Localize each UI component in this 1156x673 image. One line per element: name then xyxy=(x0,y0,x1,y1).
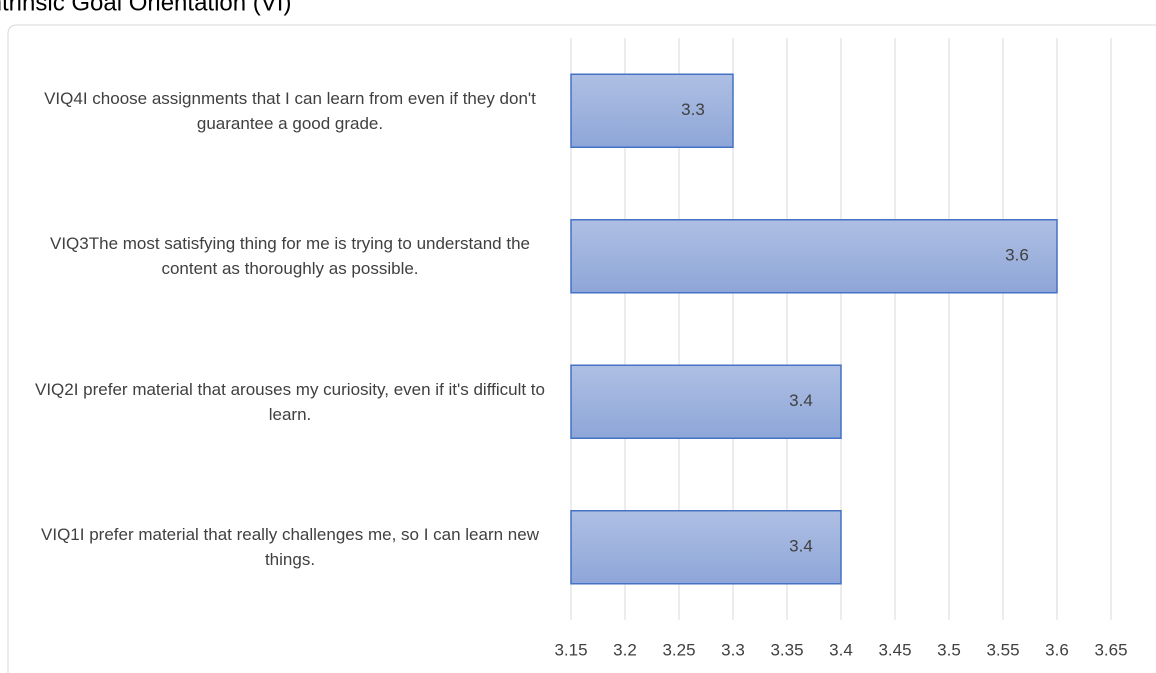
x-tick-label: 3.15 xyxy=(554,640,587,659)
y-tick-label: VIQ1I prefer material that really challe… xyxy=(41,525,539,570)
x-tick-label: 3.4 xyxy=(829,640,853,659)
x-tick-label: 3.45 xyxy=(878,640,911,659)
data-label: 3.4 xyxy=(789,537,813,556)
category-label-box: VIQ1I prefer material that really challe… xyxy=(41,525,539,570)
category-label-box: VIQ2I prefer material that arouses my cu… xyxy=(35,379,545,424)
category-label-box: VIQ3The most satisfying thing for me is … xyxy=(49,234,530,279)
bar xyxy=(570,219,1058,294)
bar xyxy=(570,73,734,148)
x-tick-label: 3.5 xyxy=(937,640,961,659)
data-label: 3.4 xyxy=(789,391,813,410)
chart-border xyxy=(7,24,1156,673)
y-tick-label: VIQ2I prefer material that arouses my cu… xyxy=(35,379,545,424)
x-tick-label: 3.35 xyxy=(770,640,803,659)
x-tick-label: 3.55 xyxy=(986,640,1019,659)
data-label: 3.6 xyxy=(1005,246,1029,265)
chart-title: Intrinsic Goal Orientation (VI) xyxy=(0,0,291,16)
x-tick-label: 3.3 xyxy=(721,640,745,659)
data-label: 3.3 xyxy=(681,100,705,119)
bar xyxy=(570,510,842,585)
bar xyxy=(570,364,842,439)
x-tick-label: 3.25 xyxy=(662,640,695,659)
y-tick-label: VIQ4I choose assignments that I can lear… xyxy=(44,88,536,133)
category-label-box: VIQ4I choose assignments that I can lear… xyxy=(44,88,536,133)
x-tick-label: 3.2 xyxy=(613,640,637,659)
y-tick-label: VIQ3The most satisfying thing for me is … xyxy=(49,234,530,279)
x-tick-label: 3.6 xyxy=(1045,640,1069,659)
x-tick-label: 3.65 xyxy=(1094,640,1127,659)
